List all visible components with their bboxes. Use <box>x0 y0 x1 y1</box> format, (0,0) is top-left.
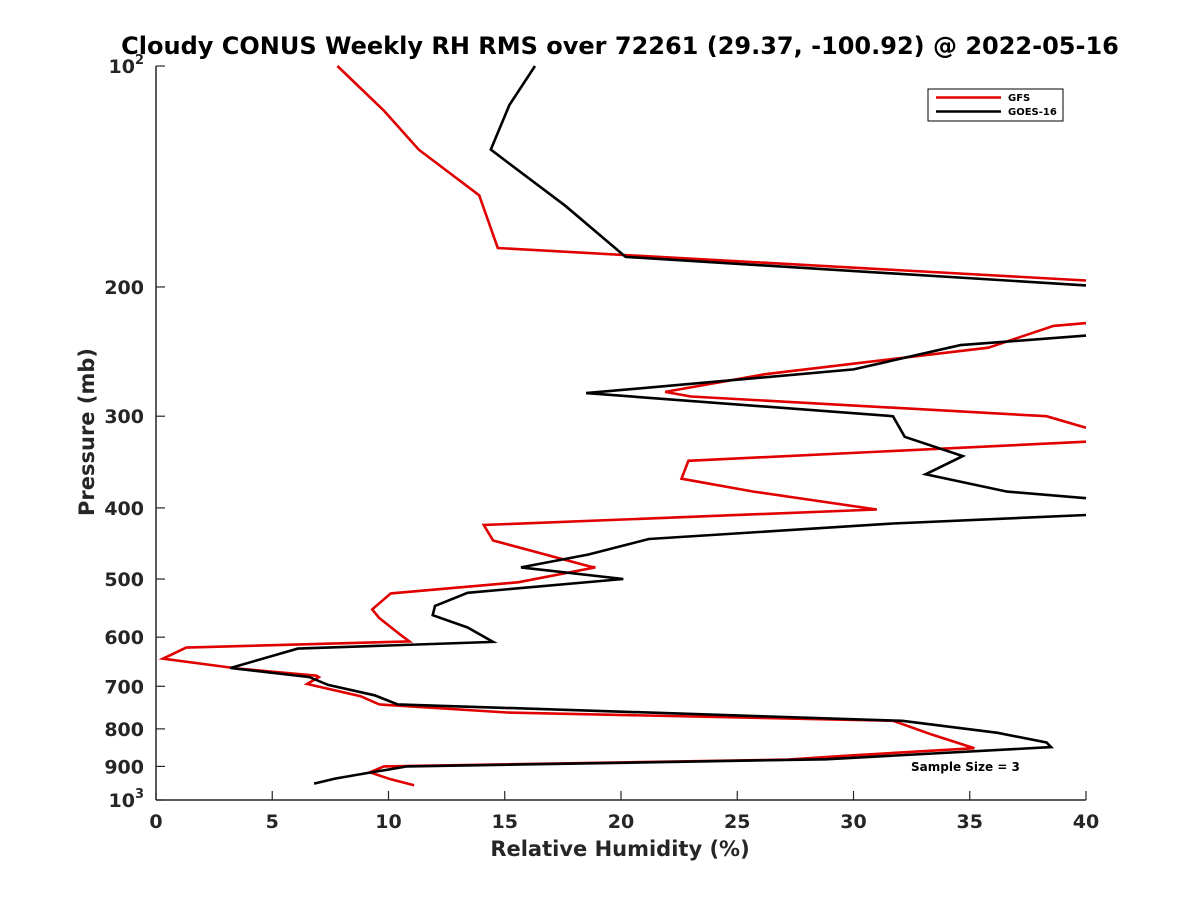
y-tick-label: 103 <box>109 787 145 812</box>
y-tick-label: 600 <box>104 627 144 649</box>
x-tick-label: 25 <box>724 811 750 833</box>
x-tick-label: 40 <box>1073 811 1099 833</box>
legend-label-goes-16: GOES-16 <box>1008 107 1057 118</box>
axes: 0 5 10 15 20 25 30 35 40 102 200 300 400 500 600 700 800… <box>104 53 1099 833</box>
legend-box <box>927 88 1064 122</box>
x-axis-label: Relative Humidity (%) <box>490 837 749 861</box>
x-tick-label: 35 <box>957 811 983 833</box>
series-layer <box>158 65 1087 787</box>
legend: GFS GOES-16 <box>927 88 1064 122</box>
x-tick-label: 20 <box>608 811 634 833</box>
y-tick-label: 800 <box>104 719 144 741</box>
y-tick-label: 900 <box>104 756 144 778</box>
y-tick-label: 300 <box>104 406 144 428</box>
x-tick-label: 15 <box>492 811 518 833</box>
series-line-goes-16 <box>230 65 1087 785</box>
y-tick-label: 102 <box>109 53 145 78</box>
x-tick-label: 5 <box>266 811 279 833</box>
x-tick-label: 10 <box>375 811 401 833</box>
x-tick-label: 30 <box>840 811 866 833</box>
legend-label-gfs: GFS <box>1008 93 1030 104</box>
x-tick-label: 0 <box>149 811 162 833</box>
series-line-gfs <box>158 65 1087 787</box>
y-tick-label: 500 <box>104 569 144 591</box>
y-tick-label: 400 <box>104 498 144 520</box>
y-axis-label: Pressure (mb) <box>75 348 99 516</box>
y-tick-label: 700 <box>104 676 144 698</box>
chart-title: Cloudy CONUS Weekly RH RMS over 72261 (2… <box>121 32 1119 60</box>
y-tick-label: 200 <box>104 277 144 299</box>
sample-size-annotation: Sample Size = 3 <box>911 760 1020 774</box>
